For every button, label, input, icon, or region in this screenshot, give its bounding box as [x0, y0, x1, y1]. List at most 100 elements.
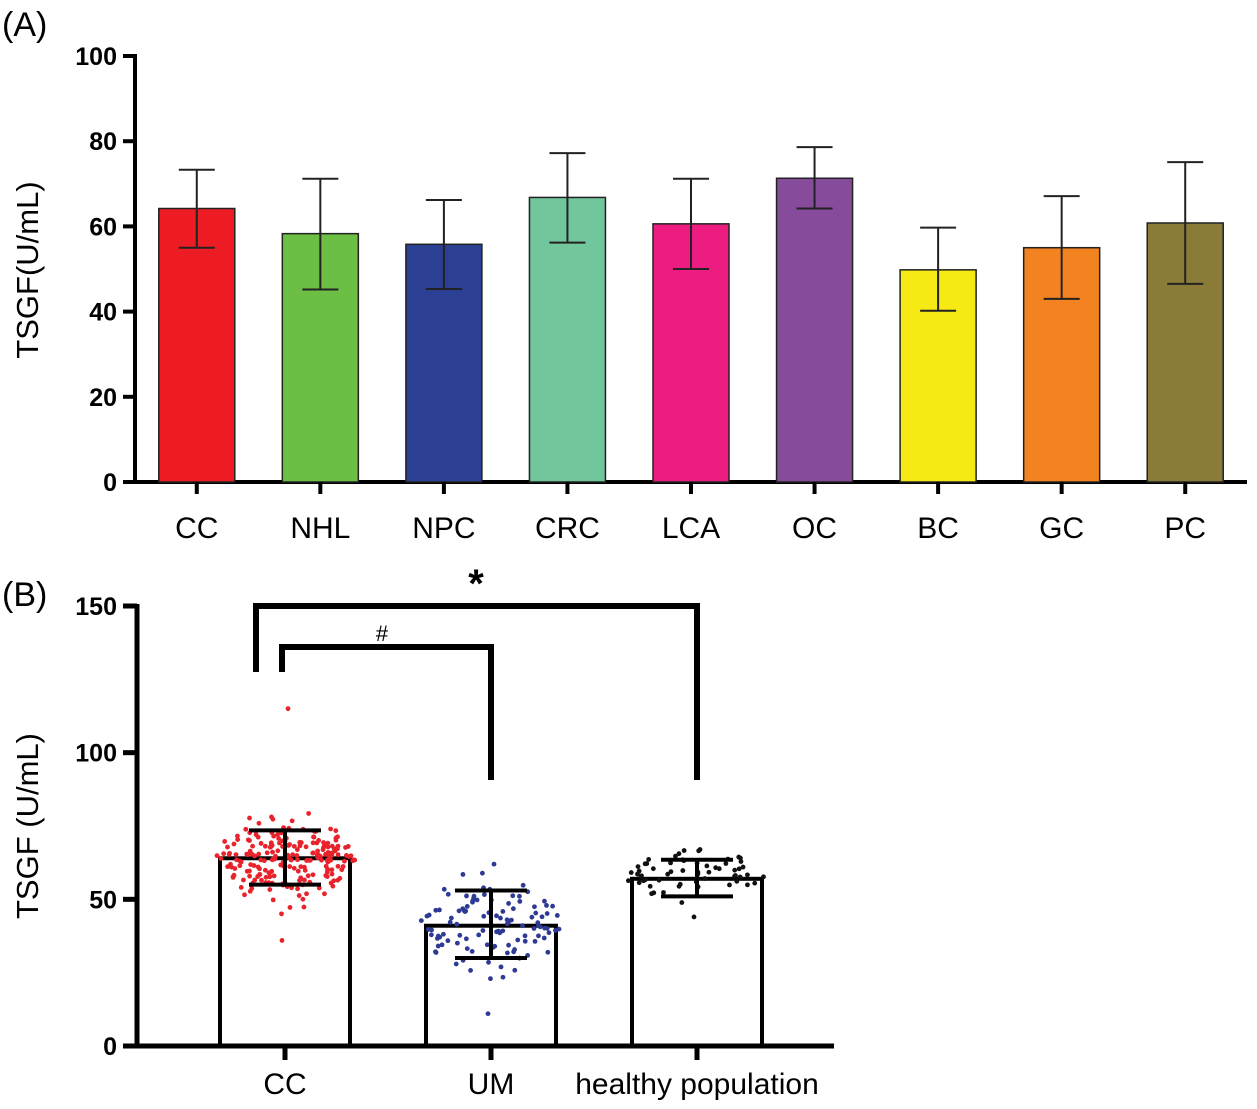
panel-b-data-point [505, 950, 510, 956]
panel-b-data-point [650, 866, 656, 872]
panel-a-x-tick-label: PC [1164, 512, 1206, 545]
panel-b-data-point [486, 959, 491, 965]
panel-b-data-point [736, 866, 742, 872]
panel-b-data-point [536, 933, 541, 939]
panel-b-data-point [267, 874, 273, 880]
panel-b-data-point [297, 878, 302, 883]
panel-b-data-point [250, 843, 255, 849]
panel-b-data-point [636, 868, 642, 874]
panel-b-data-point [512, 967, 518, 973]
panel-b-data-point [259, 877, 264, 883]
panel-b-data-point [676, 851, 682, 857]
panel-b-data-point [544, 911, 550, 916]
panel-b-data-point [291, 843, 297, 849]
panel-b-data-point [335, 852, 341, 858]
panel-b-data-point [665, 871, 671, 877]
panel-b-data-point [325, 844, 331, 850]
panel-b-data-point [262, 867, 268, 873]
panel-b-y-tick-label: 100 [75, 740, 117, 768]
panel-b-data-point [426, 927, 431, 932]
panel-b-data-point [225, 844, 230, 850]
panel-b-data-point [247, 838, 252, 843]
panel-b-data-point [352, 857, 358, 863]
panel-b-data-point [673, 853, 678, 859]
panel-b-data-point [333, 828, 339, 834]
panel-b-data-point [276, 836, 282, 841]
panel-b-data-point [498, 964, 504, 970]
panel-b-data-point [517, 893, 522, 899]
panel-b-data-point [457, 932, 463, 938]
panel-b-data-point [238, 885, 244, 890]
panel-b-data-point [468, 967, 473, 973]
panel-b-data-point [323, 873, 329, 878]
panel-b-data-point [296, 893, 302, 898]
panel-b-data-point [439, 942, 445, 948]
panel-b-y-tick-label: 50 [89, 886, 117, 914]
panel-b-data-point [433, 950, 439, 955]
panel-b-data-point [541, 935, 547, 941]
panel-b-data-point [494, 913, 499, 919]
panel-b-data-point [668, 869, 674, 875]
panel-b-data-point [339, 867, 345, 873]
panel-b-data-point [532, 938, 538, 944]
panel-b-x-tick-label: UM [468, 1068, 515, 1101]
panel-b-data-point [638, 873, 644, 879]
panel-b-data-point [317, 853, 323, 859]
panel-b-data-point [279, 911, 284, 917]
panel-b-data-point [290, 852, 296, 858]
panel-b-data-point [542, 925, 548, 931]
panel-b-data-point [325, 866, 330, 872]
panel-b-data-point [279, 938, 285, 943]
panel-b-data-point [316, 885, 322, 891]
panel-b-data-point [506, 901, 511, 906]
panel-b-data-point [453, 961, 459, 967]
panel-b-data-point [469, 948, 475, 954]
panel-b-data-point [734, 878, 740, 884]
panel-b-data-point [445, 938, 451, 944]
panel-b-data-point [335, 834, 340, 840]
panel-b-data-point [740, 864, 746, 870]
panel-b-data-point [510, 906, 516, 912]
panel-a-y-tick-label: 20 [89, 384, 117, 412]
panel-a-bar-cc [158, 207, 236, 483]
panel-b-data-point [238, 859, 244, 865]
panel-b-data-point [681, 848, 687, 853]
panel-b-data-point [649, 891, 655, 897]
panel-b-data-point [329, 853, 335, 858]
panel-b-data-point [625, 878, 631, 884]
panel-b-data-point [255, 874, 261, 879]
panel-b-data-point [287, 842, 292, 847]
panel-b-data-point [676, 883, 682, 889]
panel-b-data-point [529, 914, 535, 920]
panel-b-data-point [441, 886, 447, 892]
panel-a-x-tick-label: BC [917, 512, 959, 545]
panel-b-data-point [437, 907, 442, 913]
panel-b-data-point [298, 864, 304, 870]
panel-b-data-point [697, 847, 703, 852]
panel-b-data-point [448, 915, 454, 921]
panel-b-data-point [554, 913, 560, 918]
panel-b-data-point [476, 932, 482, 938]
panel-b-data-point [713, 865, 719, 871]
panel-b-data-point [247, 815, 252, 821]
panel-b-data-point [656, 877, 662, 883]
panel-b-data-point [484, 942, 490, 948]
panel-a-y-axis-title: TSGF(U/mL) [10, 181, 45, 358]
panel-b-data-point [249, 886, 255, 891]
panel-a-x-tick-label: CC [175, 512, 218, 545]
panel-b-data-point [322, 891, 327, 897]
panel-b-data-point [494, 929, 499, 935]
panel-b-data-point [285, 706, 291, 712]
panel-b-data-point [454, 940, 460, 946]
panel-b-data-point [275, 848, 281, 854]
panel-a-y-tick-label: 40 [89, 299, 117, 327]
panel-b-data-point [542, 898, 547, 904]
panel-b-data-point [232, 866, 238, 871]
panel-b-y-tick-label: 0 [103, 1033, 117, 1061]
panel-a-chart: 0 20 40 60 80 100 CC NHL NPC CRC LCA OC BC GC PC [75, 43, 1247, 545]
panel-b-data-point [264, 850, 270, 856]
panel-b-data-point [306, 811, 312, 816]
panel-b-data-point [345, 844, 351, 849]
panel-b-data-point [463, 908, 469, 914]
